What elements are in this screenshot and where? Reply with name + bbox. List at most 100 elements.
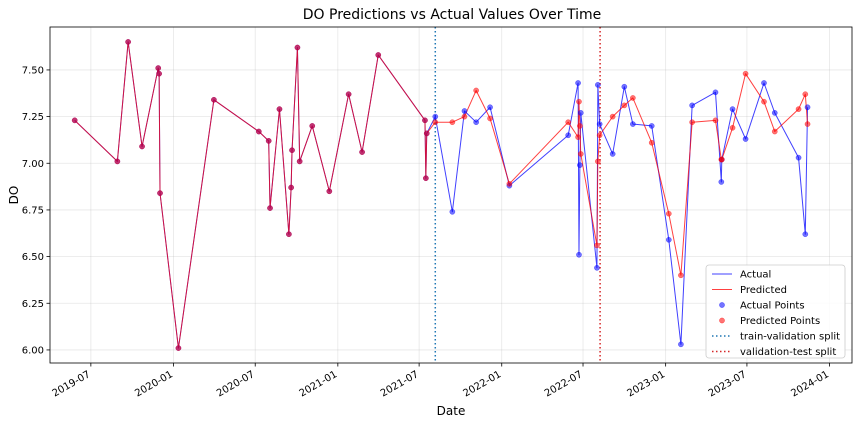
predicted-point	[461, 113, 468, 120]
actual-point	[678, 341, 684, 348]
actual-point	[689, 102, 695, 109]
actual-point	[565, 132, 572, 139]
y-tick-label: 6.50	[22, 252, 44, 263]
predicted-point	[267, 205, 273, 211]
predicted-point	[771, 128, 778, 135]
predicted-point	[265, 138, 272, 144]
actual-point	[630, 121, 636, 127]
legend-items: Actual Predicted Actual Points Predicted Po…	[712, 270, 840, 358]
legend-label: Predicted Points	[740, 316, 820, 327]
actual-point	[577, 162, 583, 168]
y-tick-label: 7.50	[22, 65, 44, 76]
predicted-point	[565, 119, 572, 126]
predicted-point	[211, 96, 217, 103]
predicted-point	[621, 102, 628, 109]
y-gridlines	[50, 69, 852, 351]
actual-point	[718, 179, 725, 185]
predicted-point	[742, 70, 749, 77]
predicted-point	[802, 91, 809, 98]
actual-point	[804, 104, 811, 111]
actual-point	[648, 123, 655, 129]
y-tick-label: 7.25	[22, 112, 44, 123]
actual-point	[609, 151, 616, 157]
actual-point	[473, 119, 479, 126]
chart-title: DO Predictions vs Actual Values Over Tim…	[303, 7, 601, 23]
predicted-point	[761, 98, 767, 105]
y-tick-label: 6.75	[22, 205, 44, 216]
predicted-point	[139, 143, 145, 150]
series-points	[71, 39, 811, 351]
y-axis-ticks: 6.00 6.25 6.50 6.75 7.00 7.25 7.50	[22, 65, 50, 356]
legend-swatch-point	[719, 317, 725, 324]
actual-point	[596, 121, 603, 127]
predicted-point	[155, 65, 162, 71]
predicted-point	[309, 123, 316, 129]
predicted-point	[114, 158, 121, 165]
predicted-point	[422, 117, 428, 124]
split-lines	[434, 27, 601, 363]
actual-point	[487, 104, 493, 111]
predicted-point	[289, 147, 295, 154]
y-tick-label: 6.00	[22, 345, 44, 356]
predicted-point	[432, 119, 439, 126]
predicted-point	[665, 210, 672, 217]
predicted-point	[596, 132, 603, 139]
x-gridlines	[90, 27, 830, 363]
actual-point	[575, 80, 581, 86]
predicted-point	[729, 124, 736, 131]
legend-box	[705, 264, 846, 359]
actual-point	[577, 110, 584, 116]
predicted-point	[423, 130, 430, 137]
predicted-point	[594, 242, 600, 249]
actual-point	[771, 110, 778, 116]
legend-label: Actual Points	[740, 301, 805, 312]
legend-label: Actual	[740, 270, 771, 281]
predicted-point	[712, 117, 719, 124]
actual-point	[742, 136, 749, 142]
predicted-point	[375, 52, 382, 58]
legend-label: train-validation split	[740, 332, 840, 343]
predicted-point	[345, 91, 352, 98]
predicted-point	[804, 121, 811, 127]
actual-point	[761, 80, 767, 86]
predicted-point	[288, 184, 294, 191]
predicted-point	[609, 113, 616, 120]
y-axis-title: DO	[7, 186, 21, 205]
predicted-point	[576, 98, 582, 105]
predicted-point	[255, 128, 262, 135]
predicted-point	[175, 345, 182, 351]
predicted-point	[296, 158, 303, 165]
predicted-point	[718, 156, 725, 163]
actual-point	[594, 264, 600, 271]
legend-swatch-point	[719, 302, 725, 308]
predicted-point	[487, 115, 493, 122]
predicted-point	[689, 119, 695, 126]
y-tick-label: 6.25	[22, 299, 44, 310]
legend: Actual Predicted Actual Points Predicted Po…	[705, 264, 846, 359]
actual-point	[576, 251, 582, 258]
actual-point	[461, 108, 468, 114]
predicted-point	[326, 188, 333, 195]
predicted-point	[423, 175, 429, 182]
predicted-point	[156, 70, 162, 77]
predicted-point	[506, 180, 513, 187]
predicted-point	[678, 272, 684, 279]
actual-point	[621, 83, 628, 90]
predicted-point	[449, 119, 456, 126]
actual-point	[432, 113, 439, 120]
actual-point	[729, 106, 736, 112]
predicted-point	[575, 134, 581, 140]
predicted-point	[648, 139, 655, 146]
actual-point	[802, 231, 809, 238]
actual-point	[712, 89, 719, 96]
predicted-point	[125, 39, 131, 45]
x-axis-title: Date	[437, 404, 466, 418]
actual-point	[795, 154, 802, 161]
predicted-point	[294, 44, 301, 51]
predicted-point	[577, 151, 584, 157]
legend-label: validation-test split	[740, 347, 836, 358]
predicted-point	[276, 106, 283, 112]
legend-label: Predicted	[740, 285, 787, 296]
predicted-point	[795, 106, 802, 112]
